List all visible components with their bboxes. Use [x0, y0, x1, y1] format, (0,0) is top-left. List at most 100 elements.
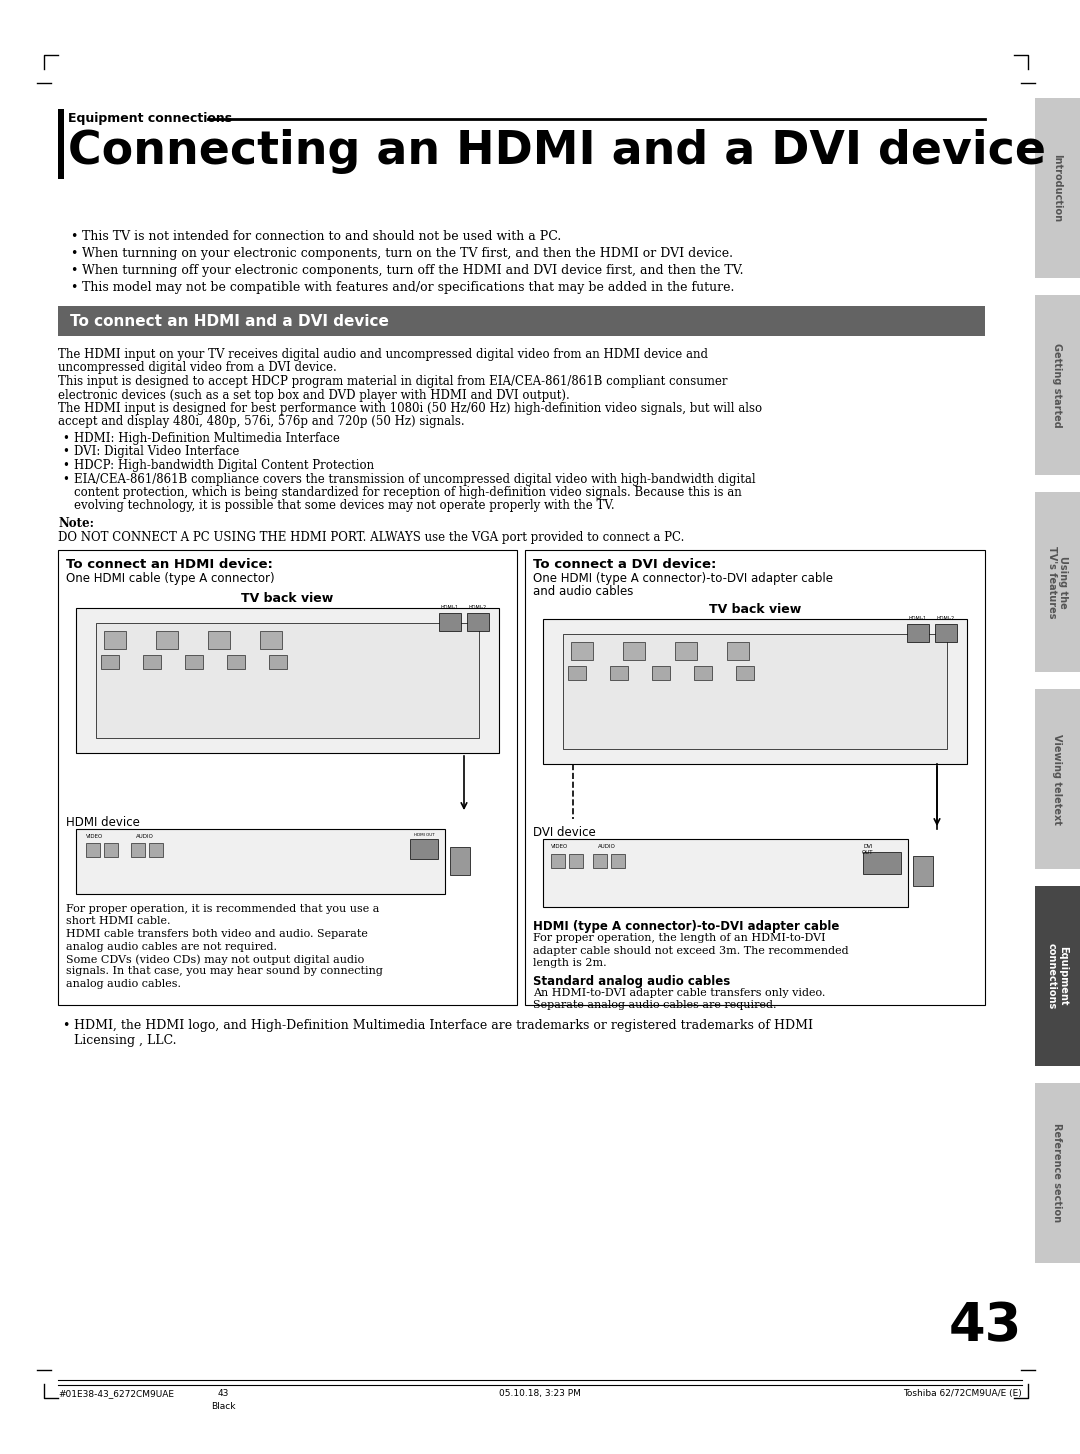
Text: •: •: [70, 265, 78, 278]
Bar: [1035, 689, 1080, 869]
Bar: [675, 643, 697, 660]
Text: •: •: [70, 281, 78, 294]
Text: DO NOT CONNECT A PC USING THE HDMI PORT. ALWAYS use the VGA port provided to con: DO NOT CONNECT A PC USING THE HDMI PORT.…: [58, 531, 685, 544]
Text: adapter cable should not exceed 3m. The recommended: adapter cable should not exceed 3m. The …: [534, 945, 849, 955]
Bar: [410, 839, 438, 859]
Text: HDMI-1: HDMI-1: [909, 616, 927, 621]
Bar: [563, 634, 947, 749]
Bar: [58, 305, 985, 336]
Bar: [149, 843, 163, 856]
Bar: [143, 654, 161, 669]
Bar: [156, 631, 178, 648]
Bar: [525, 550, 985, 1005]
Bar: [623, 643, 645, 660]
Text: Using the
TV's features: Using the TV's features: [1047, 545, 1068, 618]
Text: Standard analog audio cables: Standard analog audio cables: [534, 974, 730, 987]
Text: •: •: [62, 473, 69, 486]
Bar: [935, 624, 957, 643]
Bar: [102, 654, 119, 669]
Bar: [104, 631, 126, 648]
Text: •: •: [62, 1019, 69, 1032]
Bar: [131, 843, 145, 856]
Text: DVI device: DVI device: [534, 826, 596, 839]
Text: content protection, which is being standardized for reception of high-definition: content protection, which is being stand…: [75, 486, 742, 499]
Text: •: •: [70, 230, 78, 243]
Bar: [571, 643, 593, 660]
Text: HDMI cable transfers both video and audio. Separate: HDMI cable transfers both video and audi…: [66, 929, 368, 939]
Bar: [569, 853, 583, 868]
Bar: [1035, 491, 1080, 672]
Text: length is 2m.: length is 2m.: [534, 958, 607, 968]
Bar: [610, 666, 627, 680]
Text: This model may not be compatible with features and/or specifications that may be: This model may not be compatible with fe…: [82, 281, 734, 294]
Text: Some CDVs (video CDs) may not output digital audio: Some CDVs (video CDs) may not output dig…: [66, 954, 364, 964]
Bar: [1035, 295, 1080, 475]
Text: The HDMI input on your TV receives digital audio and uncompressed digital video : The HDMI input on your TV receives digit…: [58, 348, 708, 361]
Text: and audio cables: and audio cables: [534, 585, 633, 598]
Text: TV back view: TV back view: [708, 603, 801, 616]
Bar: [260, 631, 282, 648]
Text: HDMI-2: HDMI-2: [937, 616, 955, 621]
Text: Equipment connections: Equipment connections: [68, 112, 232, 125]
Text: The HDMI input is designed for best performance with 1080i (50 Hz/60 Hz) high-de: The HDMI input is designed for best perf…: [58, 401, 762, 414]
Text: HDMI (type A connector)-to-DVI adapter cable: HDMI (type A connector)-to-DVI adapter c…: [534, 920, 839, 933]
Bar: [907, 624, 929, 643]
Text: EIA/CEA-861/861B compliance covers the transmission of uncompressed digital vide: EIA/CEA-861/861B compliance covers the t…: [75, 473, 756, 486]
Text: HDCP: High-bandwidth Digital Content Protection: HDCP: High-bandwidth Digital Content Pro…: [75, 459, 374, 473]
Bar: [76, 608, 499, 753]
Bar: [735, 666, 754, 680]
Text: HDMI device: HDMI device: [66, 816, 140, 829]
Text: VIDEO: VIDEO: [86, 835, 104, 839]
Text: This input is designed to accept HDCP program material in digital from EIA/CEA-8: This input is designed to accept HDCP pr…: [58, 375, 728, 388]
Bar: [86, 843, 100, 856]
Text: analog audio cables are not required.: analog audio cables are not required.: [66, 942, 276, 951]
Text: HDMI: High-Definition Multimedia Interface: HDMI: High-Definition Multimedia Interfa…: [75, 432, 340, 445]
Bar: [96, 622, 480, 739]
Text: For proper operation, the length of an HDMI-to-DVI: For proper operation, the length of an H…: [534, 933, 825, 944]
Bar: [551, 853, 565, 868]
Text: HDMI OUT: HDMI OUT: [414, 833, 434, 838]
Text: Getting started: Getting started: [1053, 343, 1063, 427]
Bar: [58, 109, 64, 179]
Text: To connect an HDMI device:: To connect an HDMI device:: [66, 558, 273, 571]
Text: DVI
OUT: DVI OUT: [862, 843, 874, 855]
Text: HDMI-1: HDMI-1: [441, 605, 459, 611]
Bar: [450, 848, 470, 875]
Bar: [543, 839, 908, 907]
Text: Reference section: Reference section: [1053, 1124, 1063, 1223]
Bar: [208, 631, 230, 648]
Text: Licensing , LLC.: Licensing , LLC.: [75, 1034, 176, 1047]
Text: When turnning off your electronic components, turn off the HDMI and DVI device f: When turnning off your electronic compon…: [82, 265, 743, 278]
Bar: [863, 852, 901, 874]
Bar: [593, 853, 607, 868]
Bar: [1035, 97, 1080, 278]
Text: Viewing teletext: Viewing teletext: [1053, 734, 1063, 824]
Text: analog audio cables.: analog audio cables.: [66, 979, 181, 989]
Text: Black: Black: [211, 1402, 235, 1410]
Bar: [76, 829, 445, 894]
Text: •: •: [70, 247, 78, 260]
Text: To connect a DVI device:: To connect a DVI device:: [534, 558, 716, 571]
Bar: [104, 843, 118, 856]
Text: Toshiba 62/72CM9UA/E (E): Toshiba 62/72CM9UA/E (E): [903, 1389, 1022, 1397]
Text: To connect an HDMI and a DVI device: To connect an HDMI and a DVI device: [70, 314, 389, 329]
Bar: [568, 666, 586, 680]
Bar: [185, 654, 203, 669]
Text: 43: 43: [217, 1389, 229, 1397]
Text: evolving technology, it is possible that some devices may not operate properly w: evolving technology, it is possible that…: [75, 500, 615, 512]
Text: electronic devices (such as a set top box and DVD player with HDMI and DVI outpu: electronic devices (such as a set top bo…: [58, 388, 570, 401]
Text: Introduction: Introduction: [1053, 154, 1063, 222]
Text: Note:: Note:: [58, 518, 94, 531]
Text: •: •: [62, 459, 69, 473]
Text: signals. In that case, you may hear sound by connecting: signals. In that case, you may hear soun…: [66, 967, 383, 977]
Bar: [269, 654, 287, 669]
Text: 05.10.18, 3:23 PM: 05.10.18, 3:23 PM: [499, 1389, 581, 1397]
Bar: [438, 614, 461, 631]
Text: short HDMI cable.: short HDMI cable.: [66, 916, 171, 926]
Text: AUDIO: AUDIO: [136, 835, 153, 839]
Text: Connecting an HDMI and a DVI device: Connecting an HDMI and a DVI device: [68, 129, 1047, 174]
Text: HDMI-2: HDMI-2: [469, 605, 487, 611]
Text: TV back view: TV back view: [241, 592, 334, 605]
Text: •: •: [62, 432, 69, 445]
Text: One HDMI cable (type A connector): One HDMI cable (type A connector): [66, 571, 274, 585]
